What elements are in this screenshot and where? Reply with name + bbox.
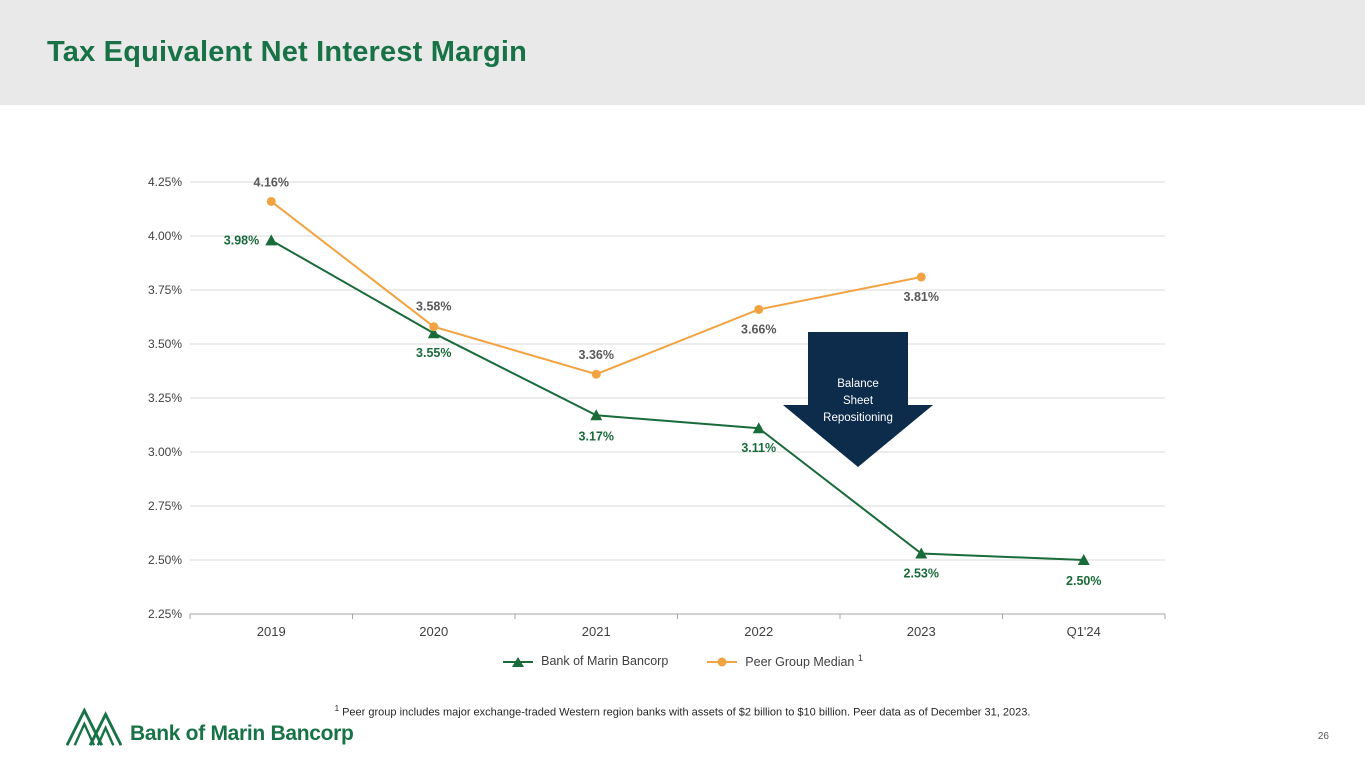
data-point-label: 3.81%	[904, 290, 939, 304]
legend-item: Bank of Marin Bancorp	[502, 654, 668, 669]
circle-legend-marker-icon	[707, 657, 738, 667]
annotation-text-line: Repositioning	[823, 412, 893, 424]
circle-marker	[916, 272, 926, 282]
triangle-marker	[915, 547, 928, 559]
x-axis-category-label: 2021	[582, 624, 611, 639]
triangle-legend-marker-icon	[503, 656, 534, 667]
page-title: Tax Equivalent Net Interest Margin	[47, 36, 528, 68]
page-number: 26	[1317, 731, 1329, 742]
company-logo: Bank of Marin Bancorp	[66, 702, 354, 748]
down-arrow-annotation	[783, 332, 933, 467]
circle-marker	[429, 322, 439, 332]
legend-label: Peer Group Median 1	[745, 653, 863, 670]
y-axis-tick-label: 2.50%	[148, 553, 182, 567]
annotation-text-line: Balance	[837, 378, 879, 390]
y-axis-tick-label: 4.25%	[148, 175, 182, 189]
y-axis-tick-label: 2.25%	[148, 607, 182, 621]
x-axis-category-label: 2022	[744, 624, 773, 639]
x-axis-category-label: 2019	[257, 624, 286, 639]
circle-marker	[591, 369, 601, 379]
data-point-label: 3.17%	[579, 429, 614, 443]
logo-text: Bank of Marin Bancorp	[130, 722, 354, 745]
footnote-superscript: 1	[334, 704, 340, 713]
circle-marker	[266, 196, 276, 206]
data-point-label: 3.11%	[741, 441, 776, 455]
triangle-marker	[752, 422, 765, 434]
data-point-label: 3.55%	[416, 346, 451, 360]
legend-item: Peer Group Median 1	[706, 653, 863, 669]
footnote-text: Peer group includes major exchange-trade…	[342, 706, 1031, 719]
footnote: 1 Peer group includes major exchange-tra…	[0, 704, 1365, 719]
legend-label: Bank of Marin Bancorp	[541, 654, 669, 669]
mountain-logo-icon	[66, 707, 122, 746]
y-axis-tick-label: 3.75%	[148, 283, 182, 297]
triangle-marker	[427, 327, 440, 339]
header-band: Tax Equivalent Net Interest Margin	[0, 0, 1365, 105]
y-axis-tick-label: 2.75%	[148, 499, 182, 513]
triangle-marker	[1077, 554, 1090, 565]
triangle-marker	[590, 409, 603, 421]
x-axis-category-label: 2020	[419, 624, 448, 639]
net-interest-margin-chart: 4.25% 4.00% 3.75% 3.50% 3.25% 3.00% 2.75% 2.50%…	[148, 175, 1166, 639]
data-point-label: 3.36%	[579, 348, 614, 362]
data-point-label: 2.53%	[904, 567, 939, 581]
y-axis-tick-label: 3.50%	[148, 337, 182, 351]
data-point-label: 3.66%	[741, 322, 776, 336]
annotation-text-line: Sheet	[843, 395, 874, 407]
triangle-marker	[265, 234, 278, 246]
x-axis-category-label: Q1'24	[1067, 624, 1101, 639]
data-point-label: 3.58%	[416, 300, 451, 314]
y-axis-tick-label: 3.25%	[148, 391, 182, 405]
x-axis-category-label: 2023	[907, 624, 936, 639]
chart-legend: Bank of Marin Bancorp Peer Group Median 1	[0, 653, 1365, 669]
circle-marker	[754, 304, 764, 314]
data-point-label: 3.98%	[224, 233, 259, 247]
data-point-label: 2.50%	[1066, 574, 1101, 588]
y-axis-tick-label: 4.00%	[148, 229, 182, 243]
y-axis-tick-label: 3.00%	[148, 445, 182, 459]
series-line-bank-of-marin	[270, 239, 1084, 561]
data-point-label: 4.16%	[254, 175, 289, 189]
